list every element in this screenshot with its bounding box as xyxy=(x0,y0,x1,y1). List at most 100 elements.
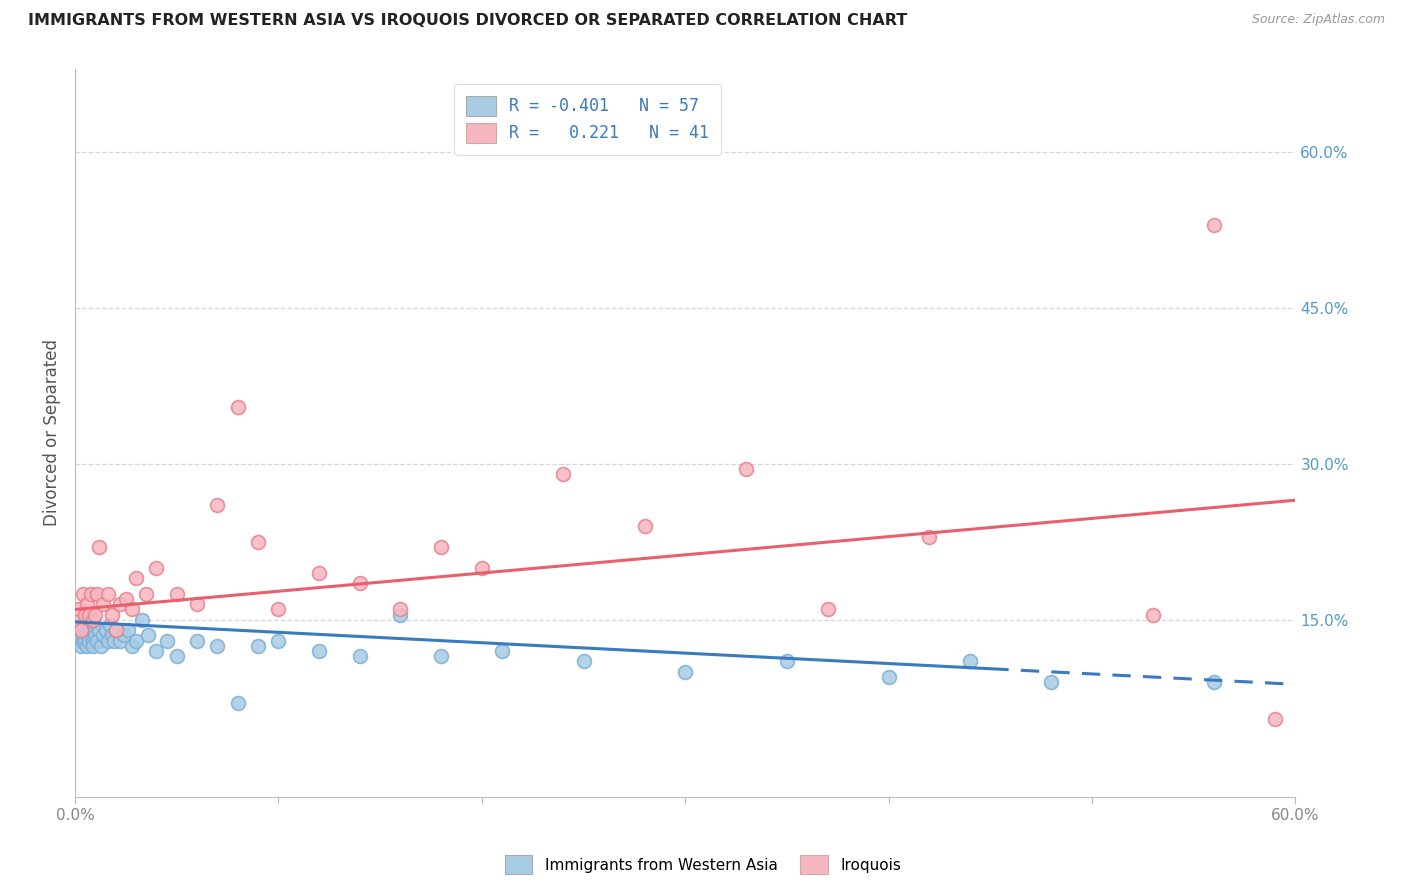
Point xyxy=(633,519,655,533)
Point xyxy=(75,607,97,622)
Point xyxy=(77,633,100,648)
Point xyxy=(735,462,758,476)
Point xyxy=(226,400,249,414)
Point xyxy=(166,649,188,664)
Point xyxy=(104,624,127,638)
Point xyxy=(247,534,270,549)
Legend: R = -0.401   N = 57, R =   0.221   N = 41: R = -0.401 N = 57, R = 0.221 N = 41 xyxy=(454,84,721,155)
Point xyxy=(84,628,107,642)
Point xyxy=(389,607,412,622)
Point xyxy=(82,639,104,653)
Point xyxy=(80,628,103,642)
Point xyxy=(247,639,270,653)
Point xyxy=(186,597,208,611)
Point xyxy=(817,602,839,616)
Point xyxy=(673,665,696,679)
Point xyxy=(67,633,90,648)
Point xyxy=(70,624,93,638)
Point xyxy=(67,602,90,616)
Point xyxy=(1264,712,1286,726)
Point xyxy=(86,587,108,601)
Point xyxy=(166,587,188,601)
Point xyxy=(89,624,111,638)
Point xyxy=(77,607,100,622)
Point xyxy=(77,624,100,638)
Point xyxy=(349,649,371,664)
Point xyxy=(959,655,981,669)
Point xyxy=(98,618,121,632)
Point xyxy=(226,696,249,710)
Point xyxy=(93,628,115,642)
Y-axis label: Divorced or Separated: Divorced or Separated xyxy=(44,339,60,526)
Point xyxy=(112,628,135,642)
Point xyxy=(572,655,595,669)
Point xyxy=(1204,675,1226,690)
Point xyxy=(389,602,412,616)
Point xyxy=(121,602,143,616)
Point xyxy=(430,649,453,664)
Point xyxy=(553,467,575,482)
Point xyxy=(80,587,103,601)
Text: Source: ZipAtlas.com: Source: ZipAtlas.com xyxy=(1251,13,1385,27)
Point xyxy=(100,607,122,622)
Point xyxy=(267,633,290,648)
Point xyxy=(104,624,127,638)
Point xyxy=(186,633,208,648)
Point xyxy=(86,633,108,648)
Point xyxy=(94,624,117,638)
Point xyxy=(308,644,330,658)
Point xyxy=(76,628,98,642)
Point xyxy=(136,628,159,642)
Point xyxy=(135,587,157,601)
Point xyxy=(75,633,97,648)
Point xyxy=(89,540,111,554)
Point xyxy=(103,633,125,648)
Point xyxy=(75,618,97,632)
Point xyxy=(70,618,93,632)
Point xyxy=(145,561,167,575)
Point xyxy=(776,655,799,669)
Point xyxy=(207,639,229,653)
Point xyxy=(145,644,167,658)
Point xyxy=(121,639,143,653)
Point xyxy=(72,587,94,601)
Point xyxy=(67,624,90,638)
Point xyxy=(877,670,900,684)
Point xyxy=(1142,607,1164,622)
Point xyxy=(72,628,94,642)
Point xyxy=(82,633,104,648)
Point xyxy=(90,639,112,653)
Point xyxy=(131,613,153,627)
Point xyxy=(82,613,104,627)
Point xyxy=(100,628,122,642)
Point xyxy=(66,613,89,627)
Point xyxy=(72,633,94,648)
Point xyxy=(349,576,371,591)
Point xyxy=(918,530,941,544)
Point xyxy=(75,624,97,638)
Point xyxy=(96,633,118,648)
Point xyxy=(93,597,115,611)
Point xyxy=(125,571,148,585)
Point xyxy=(125,633,148,648)
Point xyxy=(1040,675,1063,690)
Point xyxy=(76,597,98,611)
Point xyxy=(108,597,131,611)
Point xyxy=(117,624,139,638)
Point xyxy=(108,633,131,648)
Point xyxy=(115,592,138,607)
Point xyxy=(155,633,177,648)
Point xyxy=(491,644,513,658)
Point xyxy=(430,540,453,554)
Point xyxy=(70,639,93,653)
Point xyxy=(76,639,98,653)
Point xyxy=(308,566,330,580)
Text: IMMIGRANTS FROM WESTERN ASIA VS IROQUOIS DIVORCED OR SEPARATED CORRELATION CHART: IMMIGRANTS FROM WESTERN ASIA VS IROQUOIS… xyxy=(28,13,907,29)
Point xyxy=(96,587,118,601)
Point xyxy=(471,561,494,575)
Point xyxy=(267,602,290,616)
Point xyxy=(84,624,107,638)
Point xyxy=(1204,218,1226,232)
Point xyxy=(66,628,89,642)
Point xyxy=(80,624,103,638)
